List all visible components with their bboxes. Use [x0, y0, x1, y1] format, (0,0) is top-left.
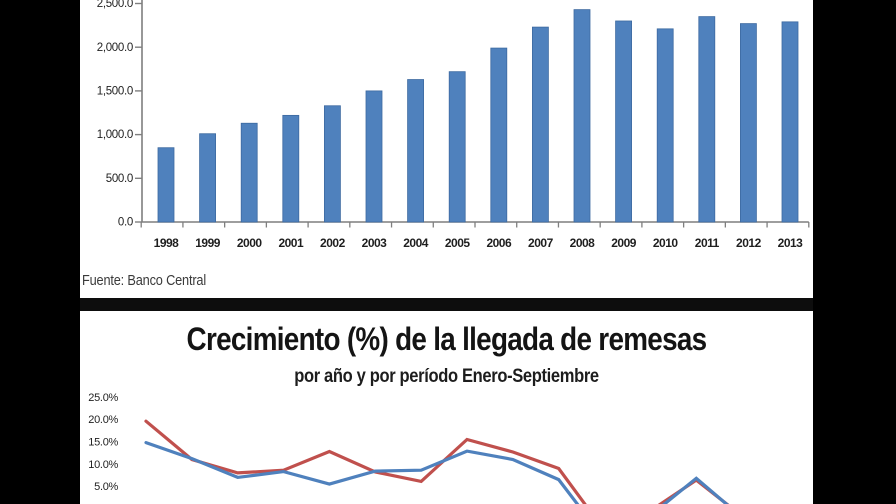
bar-2010 — [656, 28, 674, 223]
bar-2002 — [323, 105, 341, 223]
source-note: Fuente: Banco Central — [82, 273, 206, 289]
x-axis-year-label: 2012 — [736, 236, 762, 250]
y-axis-tick-label: 2,000.0 — [97, 42, 133, 54]
x-axis-year-label: 2001 — [278, 236, 304, 250]
y-axis-tick-label: 500.0 — [106, 173, 133, 185]
line-chart-title: Crecimiento (%) de la llegada de remesas — [186, 321, 708, 357]
bar-2004 — [407, 79, 425, 223]
bar-2005 — [448, 71, 466, 223]
letterbox-left — [0, 0, 80, 504]
y-axis-tick-label: 1,500.0 — [97, 86, 133, 98]
y-axis-tick-label: 2,500.0 — [97, 0, 133, 10]
x-axis-year-label: 2006 — [486, 236, 512, 250]
section-divider — [80, 298, 813, 311]
letterbox-right — [813, 0, 896, 504]
x-axis-year-label: 2009 — [611, 236, 637, 250]
bar-2008 — [573, 9, 591, 223]
bar-2011 — [698, 16, 716, 223]
bar-2000 — [240, 122, 258, 223]
y-axis-percent-label: 15.0% — [88, 437, 118, 449]
x-axis-year-label: 2013 — [778, 236, 804, 250]
x-axis-year-label: 2005 — [445, 236, 471, 250]
x-axis-year-label: 2002 — [320, 236, 346, 250]
bar-2003 — [365, 90, 383, 223]
x-axis-year-label: 2011 — [695, 236, 720, 250]
y-axis-percent-label: 5.0% — [94, 481, 118, 493]
bar-2006 — [490, 47, 508, 223]
x-axis-year-label: 2004 — [403, 236, 429, 250]
y-axis-percent-label: 10.0% — [88, 459, 118, 471]
x-axis-year-label: 2008 — [570, 236, 596, 250]
bar-2009 — [615, 20, 632, 223]
y-axis-percent-label: 25.0% — [88, 392, 118, 404]
bar-2001 — [282, 114, 300, 223]
infographic-panel: 0.0 500.0 1,000.0 1,500.0 2,000.0 2,500.0 1998… — [80, 0, 813, 504]
bar-1999 — [199, 133, 216, 223]
y-axis-tick-label: 1,000.0 — [97, 129, 133, 141]
bar-2012 — [740, 23, 757, 223]
blue-series-line — [144, 440, 729, 504]
x-axis-year-label: 1999 — [195, 236, 221, 250]
x-axis-year-label: 2000 — [237, 236, 263, 250]
x-axis-year-label: 2003 — [362, 236, 388, 250]
red-series-line — [144, 419, 730, 504]
remittances-growth-line-chart: 25.0% 20.0% 15.0% 10.0% 5.0% — [88, 392, 730, 504]
x-axis-year-label: 2010 — [653, 236, 679, 250]
x-axis-year-label: 1998 — [154, 236, 180, 250]
y-axis-tick-label: 0.0 — [118, 217, 133, 229]
bar-2013 — [781, 21, 799, 223]
line-chart-subtitle: por año y por período Enero-Septiembre — [294, 366, 599, 387]
y-axis-percent-label: 20.0% — [88, 414, 118, 426]
bar-1998 — [157, 147, 175, 223]
x-axis-year-label: 2007 — [528, 236, 554, 250]
remittances-bar-chart: 0.0 500.0 1,000.0 1,500.0 2,000.0 2,500.0 1998… — [97, 0, 810, 250]
bar-2007 — [531, 26, 549, 223]
